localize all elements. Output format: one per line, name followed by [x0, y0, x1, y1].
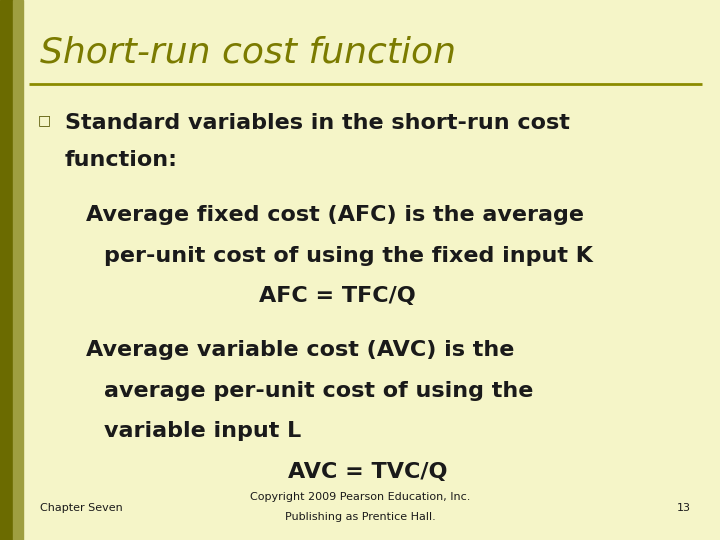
Bar	[0, 0, 13, 540]
Text: average per-unit cost of using the: average per-unit cost of using the	[104, 381, 534, 401]
Text: Chapter Seven: Chapter Seven	[40, 503, 122, 512]
Text: □: □	[37, 113, 50, 127]
Text: function:: function:	[65, 150, 178, 170]
Text: 13: 13	[678, 503, 691, 512]
Text: Average variable cost (AVC) is the: Average variable cost (AVC) is the	[86, 340, 515, 360]
Text: Short-run cost function: Short-run cost function	[40, 35, 456, 69]
Bar	[13, 0, 23, 540]
Text: AFC = TFC/Q: AFC = TFC/Q	[259, 286, 416, 306]
Text: Copyright 2009 Pearson Education, Inc.: Copyright 2009 Pearson Education, Inc.	[250, 492, 470, 502]
Text: Average fixed cost (AFC) is the average: Average fixed cost (AFC) is the average	[86, 205, 585, 225]
Text: Standard variables in the short-run cost: Standard variables in the short-run cost	[65, 113, 570, 133]
Text: AVC = TVC/Q: AVC = TVC/Q	[288, 462, 448, 482]
Text: variable input L: variable input L	[104, 421, 302, 441]
Text: Publishing as Prentice Hall.: Publishing as Prentice Hall.	[284, 512, 436, 522]
Text: per-unit cost of using the fixed input K: per-unit cost of using the fixed input K	[104, 246, 593, 266]
